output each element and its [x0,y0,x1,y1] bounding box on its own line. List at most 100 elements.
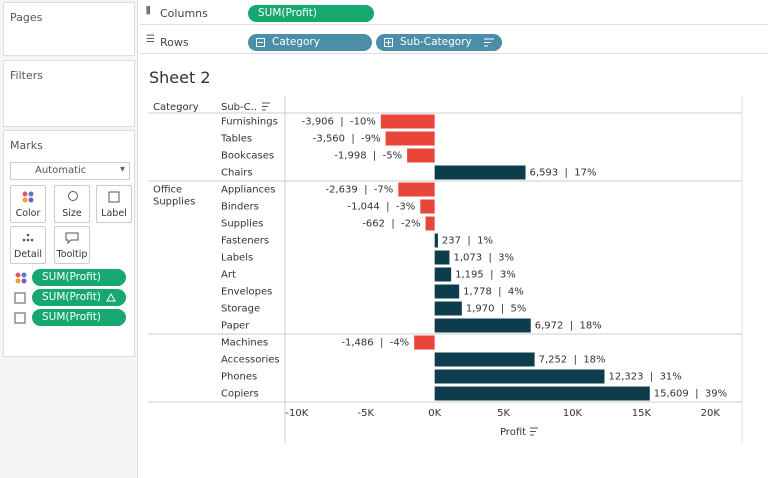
marks-pill[interactable]: SUM(Profit) [32,269,126,286]
pill-text: Sub-Category [400,36,472,48]
x-tick-label: 5K [497,408,510,419]
rows-shelf: ☰ Rows Category Sub-Category [140,31,768,54]
button-label: Size [62,208,82,219]
data-label: 1,970 | 5% [466,304,527,315]
label-button[interactable]: Label [96,185,132,223]
data-label: 15,609 | 39% [654,389,727,400]
sort-icon [484,38,494,47]
filters-title: Filters [10,69,43,82]
rows-pill[interactable]: Category [248,34,372,51]
bar [434,318,531,333]
data-label: 237 | 1% [442,236,493,247]
bar [398,182,435,197]
bar [385,131,435,146]
delta-icon [106,293,116,302]
row-header: Category [153,102,199,113]
data-label: -3,906 | -10% [302,117,376,128]
bar [407,148,435,163]
bar [434,165,526,180]
y-tick-label: Copiers [221,389,259,400]
x-tick-label: -5K [357,408,374,419]
label-icon [14,292,26,304]
data-label: -3,560 | -9% [313,134,381,145]
pill-text: Category [272,36,320,48]
y-tick-label: Supplies [221,219,263,230]
marks-pill[interactable]: SUM(Profit) [32,289,126,306]
data-label: -662 | -2% [362,219,420,230]
data-label: 1,778 | 4% [463,287,524,298]
data-label: 12,323 | 31% [609,372,682,383]
y-tick-label: Labels [221,253,253,264]
y-tick-label: Paper [221,321,250,332]
tooltip-icon [65,232,79,245]
columns-icon: ⦀ [146,6,151,17]
pill-text: SUM(Profit) [42,291,101,303]
y-tick-label: Appliances [221,185,275,196]
y-tick-label: Phones [221,372,257,383]
detail-button[interactable]: Detail [10,226,46,264]
size-button[interactable]: Size [54,185,90,223]
y-tick-label: Binders [221,202,259,213]
label-icon [108,191,120,203]
bar [380,114,435,129]
mark-type-dropdown[interactable]: Automatic ▾ [10,162,130,180]
x-tick-label: 15K [632,408,652,419]
y-tick-label: Accessories [221,355,280,366]
columns-shelf: ⦀ Columns SUM(Profit) [140,2,768,25]
color-icon [15,272,27,284]
detail-icon [22,233,34,242]
bar [414,335,435,350]
bar [434,233,438,248]
y-tick-label: Bookcases [221,151,274,162]
columns-pill[interactable]: SUM(Profit) [248,5,374,22]
button-label: Tooltip [56,249,88,260]
pages-title: Pages [10,11,43,24]
x-tick-label: -10K [285,408,308,419]
sort-icon [530,427,538,436]
button-label: Detail [14,249,42,260]
color-icon [22,191,34,203]
data-label: 6,972 | 18% [535,321,602,332]
data-label: -1,998 | -5% [334,151,402,162]
marks-card: Marks Automatic ▾ Color Size Label Detai… [3,130,135,357]
sheet-title: Sheet 2 [149,68,211,87]
bar [434,352,535,367]
rows-pill[interactable]: Sub-Category [376,34,502,51]
y-tick-label: Chairs [221,168,253,179]
marks-title: Marks [10,139,43,152]
button-label: Label [101,208,127,219]
filters-card: Filters [3,60,135,127]
rows-icon: ☰ [146,34,155,45]
data-label: -2,639 | -7% [326,185,394,196]
bar [434,267,452,282]
dropdown-arrow: ▾ [119,164,125,175]
y-tick-label: Fasteners [221,236,269,247]
mark-type: Automatic [35,165,87,176]
data-label: -1,044 | -3% [347,202,415,213]
bar [434,386,650,401]
x-tick-label: 20K [701,408,721,419]
bar [420,199,435,214]
button-label: Color [15,208,41,219]
color-button[interactable]: Color [10,185,46,223]
data-label: 1,195 | 3% [455,270,516,281]
x-tick-label: 0K [428,408,441,419]
expand-icon [384,38,393,47]
category-label: Office Supplies [153,185,195,208]
collapse-icon [256,38,265,47]
shelf-label: Columns [160,7,208,20]
bar [434,301,462,316]
y-tick-label: Envelopes [221,287,272,298]
tooltip-button[interactable]: Tooltip [54,226,90,264]
x-tick-label: 10K [563,408,583,419]
size-icon [68,191,78,201]
label-icon [14,312,26,324]
bar [434,369,605,384]
bar [434,284,460,299]
data-label: 7,252 | 18% [539,355,606,366]
bar [434,250,450,265]
y-tick-label: Tables [220,134,252,145]
marks-pill[interactable]: SUM(Profit) [32,309,126,326]
sort-icon [262,102,270,111]
